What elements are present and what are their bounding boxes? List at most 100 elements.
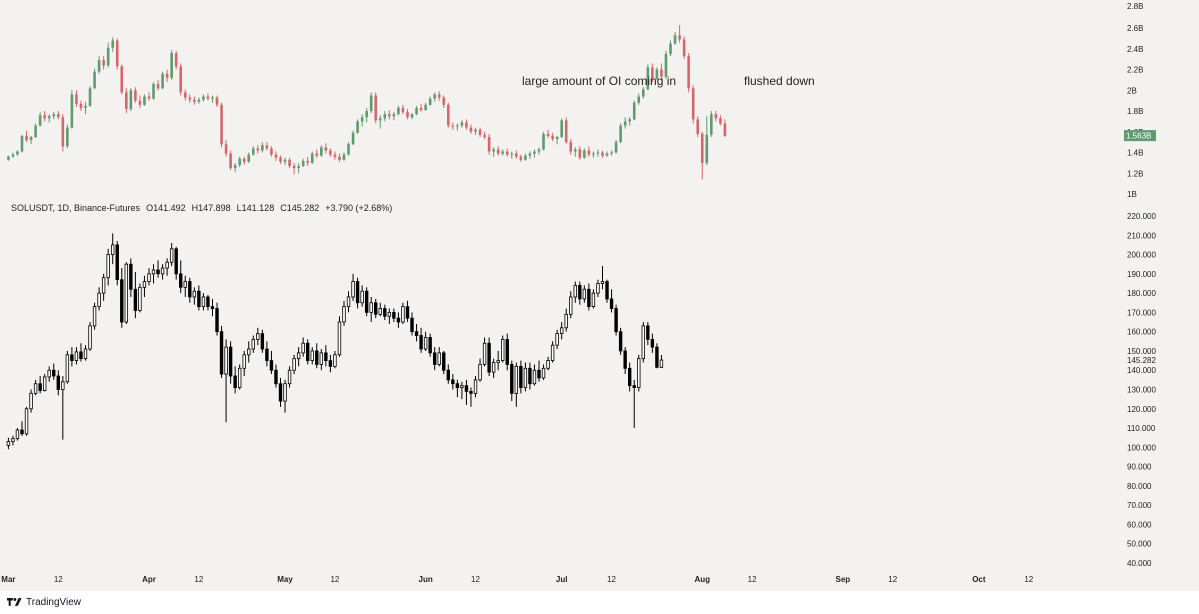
annotation-flushed: flushed down	[744, 74, 815, 88]
price-candle-body	[364, 290, 369, 313]
oi-candle-body	[397, 107, 400, 115]
price-candle-body	[260, 333, 265, 350]
price-candle-body	[296, 352, 301, 360]
price-candle-body	[197, 290, 201, 308]
price-candle-body	[301, 342, 305, 354]
oi-candle-body	[483, 134, 486, 137]
oi-candle-body	[206, 96, 210, 99]
oi-candle-body	[179, 66, 183, 93]
price-candle-body	[627, 367, 632, 387]
oi-candle-body	[551, 135, 554, 140]
oi-y-tick-top: 2.8B	[1127, 2, 1143, 11]
price-candle-body	[283, 383, 287, 402]
price-candle-body	[111, 244, 115, 255]
tradingview-logo-icon	[7, 597, 22, 606]
oi-candle-body	[378, 118, 382, 121]
brand[interactable]: TradingView	[7, 597, 81, 608]
price-candles	[6, 233, 664, 450]
price-candle-body	[510, 364, 514, 394]
oi-candle-body	[678, 35, 681, 40]
price-candle-body	[179, 273, 183, 288]
oi-candle-body	[374, 95, 378, 121]
legend-change: +3.790 (+2.68%)	[325, 203, 392, 213]
x-axis-tick: Mar	[1, 575, 15, 584]
price-candle-body	[496, 360, 500, 363]
price-candle-body	[428, 337, 432, 354]
price-candle-body	[29, 392, 33, 410]
oi-candle-body	[79, 103, 83, 108]
oi-candle-body	[437, 94, 441, 98]
price-y-tick: 150.000	[1127, 347, 1156, 356]
price-candle-body	[528, 367, 532, 385]
price-candle-body	[319, 352, 324, 365]
price-candle-body	[6, 441, 11, 446]
price-candle-body	[233, 375, 237, 388]
oi-candle-body	[111, 40, 115, 48]
price-y-tick: 70.000	[1127, 501, 1152, 510]
oi-candle-body	[519, 156, 523, 160]
oi-candle-body	[546, 133, 550, 136]
oi-candle-body	[723, 123, 727, 136]
price-y-tick: 180.000	[1127, 289, 1156, 298]
x-axis-tick: Oct	[972, 575, 986, 584]
oi-candle-body	[388, 114, 391, 117]
price-y-tick: 60.000	[1127, 520, 1152, 529]
oi-candle-body	[66, 127, 69, 147]
oi-candle-body	[682, 39, 686, 57]
oi-candle-body	[84, 105, 87, 108]
price-y-tick: 120.000	[1127, 405, 1156, 414]
price-candle-body	[83, 348, 88, 360]
oi-candle-body	[564, 120, 568, 143]
oi-candle-body	[351, 132, 355, 145]
price-candle-body	[65, 354, 70, 383]
price-candle-body	[442, 352, 446, 371]
price-candle-body	[451, 379, 455, 385]
oi-candle-body	[202, 96, 205, 100]
oi-candle-body	[392, 114, 396, 117]
price-y-tick: 40.000	[1127, 559, 1152, 568]
price-candle-body	[124, 263, 129, 323]
price-candle-body	[501, 338, 505, 361]
price-candle-body	[97, 292, 101, 308]
price-y-tick: 200.000	[1127, 251, 1156, 260]
oi-candle-body	[329, 150, 332, 155]
x-axis-tick: 12	[330, 575, 339, 584]
oi-candle-body	[383, 114, 387, 119]
price-candle-body	[160, 267, 165, 275]
oi-candle-body	[569, 142, 573, 152]
price-candle-body	[614, 308, 618, 333]
legend-high: H147.898	[192, 203, 231, 213]
oi-candle-body	[578, 149, 582, 158]
price-candle-body	[24, 408, 29, 435]
oi-candle-body	[242, 158, 246, 162]
price-y-tick: 80.000	[1127, 482, 1152, 491]
oi-candle-body	[646, 67, 650, 90]
price-candle-body	[129, 263, 133, 290]
price-candle-body	[192, 290, 197, 298]
oi-candle-body	[47, 116, 51, 119]
price-candle-body	[569, 296, 573, 315]
price-candle-body	[578, 284, 582, 300]
price-y-tick: 100.000	[1127, 443, 1156, 452]
price-candle-body	[591, 292, 596, 308]
oi-candle-body	[710, 114, 713, 135]
price-y-tick: 50.000	[1127, 540, 1152, 549]
price-candle-body	[147, 273, 151, 282]
price-candle-body	[265, 348, 269, 361]
oi-candle-body	[97, 60, 101, 72]
price-candle-body	[641, 325, 645, 360]
oi-candle-body	[310, 153, 314, 163]
oi-candle-body	[596, 152, 600, 154]
price-candle-body	[324, 352, 328, 361]
price-candle-body	[56, 375, 60, 390]
oi-candle-body	[410, 114, 414, 118]
oi-candle-body	[528, 153, 532, 156]
oi-candle-body	[274, 154, 278, 158]
price-candle-body	[419, 335, 423, 350]
oi-candle-body	[88, 88, 92, 106]
oi-candle-body	[220, 104, 223, 145]
oi-candle-body	[138, 100, 142, 105]
oi-candle-body	[211, 97, 214, 99]
price-y-tick: 140.000	[1127, 366, 1156, 375]
price-y-tick: 210.000	[1127, 231, 1156, 240]
